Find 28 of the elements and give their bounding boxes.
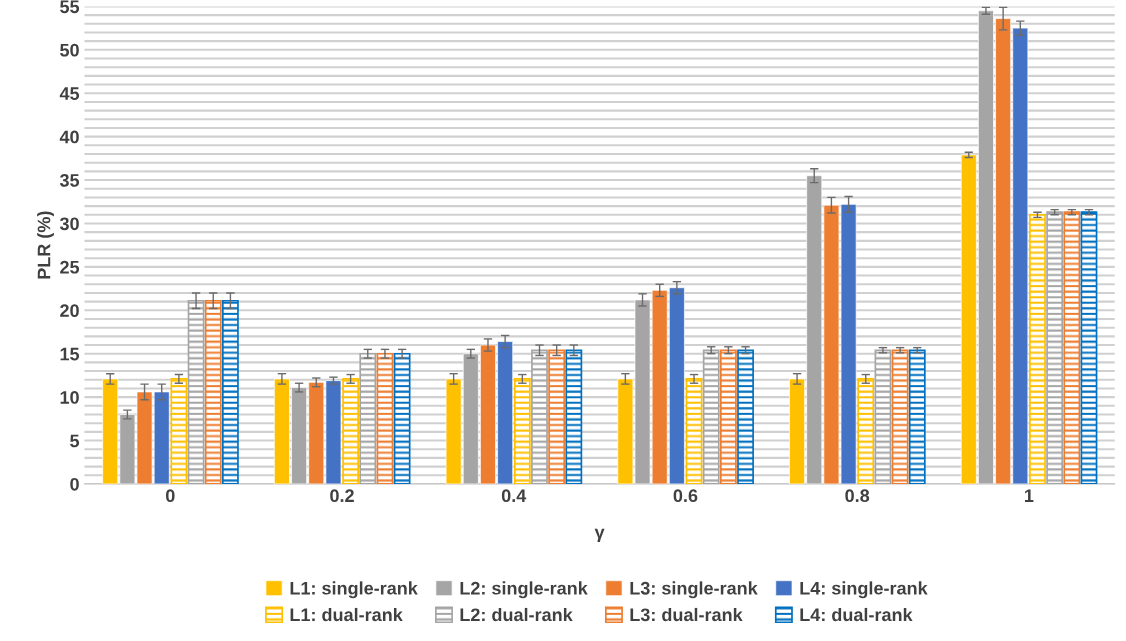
- legend-label: L1: dual-rank: [290, 607, 403, 622]
- y-tick-label: 55: [60, 0, 80, 14]
- legend-label: L2: dual-rank: [460, 607, 573, 622]
- y-axis-title: PLR (%): [37, 211, 54, 279]
- legend-label: L4: dual-rank: [800, 607, 913, 622]
- y-tick-label: 50: [60, 43, 79, 57]
- y-tick-label: 20: [60, 304, 79, 318]
- y-tick-label: 10: [60, 391, 79, 404]
- legend-label: L3: dual-rank: [630, 607, 743, 622]
- x-tick-label: 0: [166, 489, 175, 503]
- x-tick-label: 0.6: [673, 489, 698, 503]
- y-tick-label: 0: [70, 477, 79, 491]
- x-tick-label: 0.2: [330, 489, 354, 503]
- legend-label: L1: single-rank: [290, 581, 418, 599]
- legend-label: L3: single-rank: [630, 581, 758, 599]
- x-axis-title: γ: [594, 528, 605, 542]
- y-tick-label: 25: [60, 260, 80, 274]
- y-tick-label: 40: [59, 130, 79, 144]
- x-tick-label: 1: [1025, 489, 1034, 502]
- y-tick-label: 35: [59, 174, 80, 187]
- y-tick-label: 30: [59, 217, 79, 231]
- x-tick-label: 0.4: [501, 489, 527, 503]
- y-tick-label: 45: [59, 87, 80, 100]
- x-tick-label: 0.8: [845, 489, 870, 503]
- legend-label: L2: single-rank: [460, 581, 588, 599]
- y-tick-label: 5: [70, 434, 80, 448]
- y-tick-label: 15: [60, 347, 80, 361]
- legend-label: L4: single-rank: [800, 581, 928, 599]
